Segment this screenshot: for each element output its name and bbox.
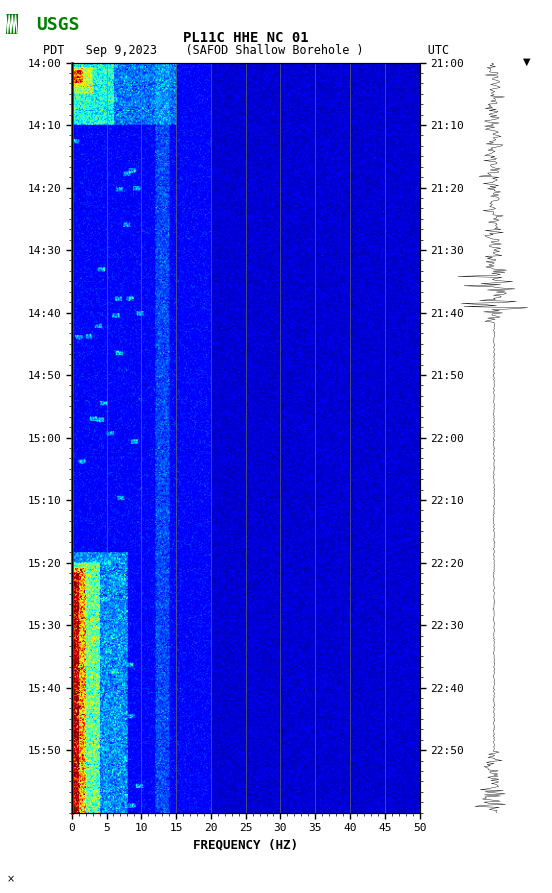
- Text: $\times$: $\times$: [6, 874, 14, 884]
- Text: PL11C HHE NC 01: PL11C HHE NC 01: [183, 31, 309, 46]
- Text: USGS: USGS: [36, 16, 79, 34]
- Text: PDT   Sep 9,2023    (SAFOD Shallow Borehole )         UTC: PDT Sep 9,2023 (SAFOD Shallow Borehole )…: [43, 45, 449, 57]
- Text: ▼: ▼: [523, 56, 531, 67]
- X-axis label: FREQUENCY (HZ): FREQUENCY (HZ): [193, 839, 298, 852]
